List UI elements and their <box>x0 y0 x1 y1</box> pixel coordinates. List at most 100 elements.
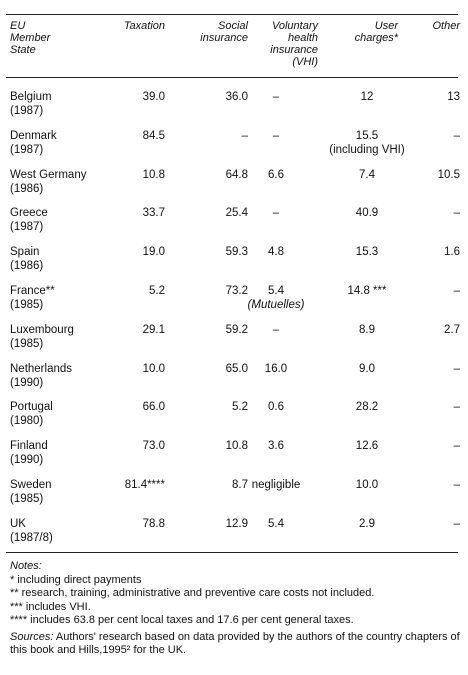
sources-text: Authors' research based on data provided… <box>10 630 460 657</box>
table-row: Greece (1987) 33.7 25.4 – 40.9 – <box>0 206 468 246</box>
user-charges-cell: 28.2 <box>355 401 379 414</box>
other-cell: 1.6 <box>444 246 460 259</box>
social-insurance-cell: 59.3 <box>225 246 248 259</box>
vhi-cell: – <box>272 323 280 336</box>
taxation-cell: 10.8 <box>142 168 165 181</box>
table-row: Spain (1986) 19.0 59.3 4.8 15.3 1.6 <box>0 245 468 285</box>
header-state: EU Member State <box>10 20 51 56</box>
vhi-cell: 0.6 <box>268 401 284 414</box>
bottom-rule <box>6 552 458 553</box>
table-row: Portugal (1980) 66.0 5.2 0.6 28.2 – <box>0 400 468 440</box>
social-insurance-cell: 10.8 <box>225 440 248 453</box>
other-cell: – <box>453 401 460 414</box>
member-state: Spain (1986) <box>10 246 44 273</box>
vhi-cell: – <box>272 129 280 142</box>
sources: Sources: Authors' research based on data… <box>10 631 460 658</box>
member-state: Belgium (1987) <box>10 91 52 117</box>
social-insurance-cell: 12.9 <box>225 517 248 530</box>
other-cell: 2.7 <box>444 323 460 336</box>
other-cell: – <box>453 207 460 220</box>
social-insurance-cell: – <box>241 129 248 142</box>
table-row: West Germany (1986) 10.8 64.8 6.6 7.4 10.5 <box>0 168 468 208</box>
sources-label: Sources: <box>10 630 54 643</box>
user-charges-cell: 2.9 <box>359 517 375 530</box>
header-vhi: Voluntary health insurance (VHI) <box>270 20 318 68</box>
social-insurance-cell: 64.8 <box>225 168 248 181</box>
note-line: **** includes 63.8 per cent local taxes … <box>10 614 354 626</box>
social-insurance-cell: 65.0 <box>225 362 248 375</box>
member-state: Portugal (1980) <box>10 401 53 428</box>
taxation-cell: 10.0 <box>142 362 165 375</box>
user-charges-cell: 7.4 <box>359 168 375 181</box>
vhi-cell: 6.6 <box>268 168 284 181</box>
other-cell: – <box>453 479 460 491</box>
taxation-cell: 29.1 <box>142 323 165 336</box>
note-line: * including direct payments <box>10 573 142 586</box>
other-cell: – <box>453 285 460 297</box>
other-cell: – <box>453 362 460 375</box>
taxation-cell: 78.8 <box>142 517 165 530</box>
social-insurance-cell: 73.2 <box>225 285 248 297</box>
user-charges-cell: 15.3 <box>355 246 379 259</box>
table-row: Netherlands (1990) 10.0 65.0 16.0 9.0 – <box>0 362 468 402</box>
table-row: Belgium (1987) 39.0 36.0 – 12 13 <box>0 90 468 130</box>
header-social-insurance: Social insurance <box>200 20 248 44</box>
other-cell: – <box>453 517 460 530</box>
social-insurance-cell: 25.4 <box>225 207 248 220</box>
user-charges-cell: 12 <box>360 91 374 103</box>
vhi-cell: 16.0 <box>264 362 288 375</box>
header-taxation: Taxation <box>123 20 165 32</box>
top-rule <box>6 14 458 15</box>
table-row: Finland (1990) 73.0 10.8 3.6 12.6 – <box>0 439 468 479</box>
note-line: *** includes VHI. <box>10 600 91 613</box>
vhi-cell: negligible <box>251 479 301 491</box>
user-charges-cell: 9.0 <box>359 362 375 375</box>
member-state: UK (1987/8) <box>10 517 53 544</box>
vhi-cell: 4.8 <box>268 246 284 259</box>
table-row: Sweden (1985) 81.4**** 8.7 negligible 10.0 – <box>0 478 468 518</box>
user-charges-cell: 14.8 *** <box>347 285 387 297</box>
member-state: Sweden (1985) <box>10 479 52 505</box>
social-insurance-cell: 59.2 <box>225 323 248 336</box>
member-state: Denmark (1987) <box>10 129 57 156</box>
vhi-cell: – <box>272 207 280 220</box>
taxation-cell: 84.5 <box>142 129 165 142</box>
user-charges-cell: 40.9 <box>355 207 379 220</box>
member-state: West Germany (1986) <box>10 168 87 195</box>
member-state: France** (1985) <box>10 285 55 311</box>
taxation-cell: 19.0 <box>142 246 165 259</box>
member-state: Greece (1987) <box>10 207 48 234</box>
notes-heading: Notes: <box>10 560 42 572</box>
vhi-cell: 3.6 <box>268 440 284 453</box>
table-row: UK (1987/8) 78.8 12.9 5.4 2.9 – <box>0 517 468 557</box>
user-charges-cell: 12.6 <box>355 440 379 453</box>
vhi-cell: 5.4 <box>268 517 284 530</box>
vhi-cell: – <box>272 91 280 103</box>
note-line: ** research, training, administrative an… <box>10 587 375 599</box>
header-rule <box>6 77 458 78</box>
vhi-cell: 5.4 (Mutuelles) <box>247 285 305 311</box>
member-state: Netherlands (1990) <box>10 362 73 389</box>
member-state: Finland (1990) <box>10 440 48 467</box>
table-row: France** (1985) 5.2 73.2 5.4 (Mutuelles) 14.8 … <box>0 284 468 324</box>
header-user-charges: User charges* <box>354 20 398 44</box>
other-cell: 13 <box>447 91 460 103</box>
social-insurance-cell: 5.2 <box>232 401 248 414</box>
user-charges-cell: 10.0 <box>355 479 379 491</box>
notes: Notes: * including direct payments ** re… <box>10 560 460 658</box>
taxation-cell: 66.0 <box>142 401 165 414</box>
other-cell: – <box>453 440 460 453</box>
social-insurance-cell: 8.7 <box>232 479 248 491</box>
table-row: Denmark (1987) 84.5 – – 15.5 (including VHI) – <box>0 129 468 169</box>
table-row: Luxembourg (1985) 29.1 59.2 – 8.9 2.7 <box>0 323 468 363</box>
other-cell: 10.5 <box>437 168 460 181</box>
taxation-cell: 5.2 <box>149 285 165 297</box>
header-other: Other <box>432 20 460 32</box>
taxation-cell: 39.0 <box>142 91 165 103</box>
social-insurance-cell: 36.0 <box>225 91 248 103</box>
user-charges-cell: 8.9 <box>359 323 375 336</box>
member-state: Luxembourg (1985) <box>10 323 74 350</box>
taxation-cell: 81.4**** <box>124 479 165 491</box>
user-charges-cell: 15.5 (including VHI) <box>329 129 405 156</box>
